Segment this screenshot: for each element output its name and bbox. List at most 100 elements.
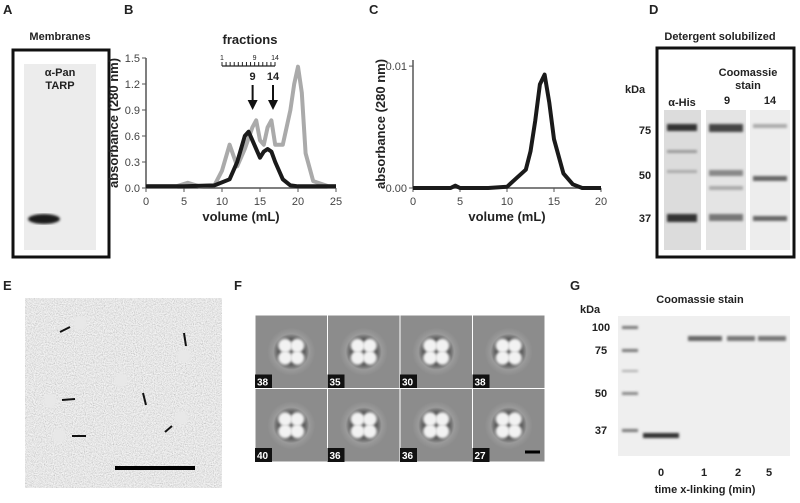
gel-bands [622,326,786,438]
particle-lobe [290,350,305,365]
particle-lobe [423,424,438,439]
particle-lobe [290,338,305,353]
fraction-label: 1 [220,55,224,62]
panel-frame [655,46,796,259]
particle-lobe [495,412,510,427]
particle-lobe [423,350,438,365]
y-tick-label: 0.0 [125,183,140,195]
class-count: 30 [402,378,414,389]
panel-frame [11,48,111,259]
particle-lobe [362,424,377,439]
marker-label: 75 [595,345,607,357]
x-tick-label: 10 [501,196,513,208]
particle-lobe [290,424,305,439]
count-bg [400,448,417,462]
particle-lobe [350,350,365,365]
x-tick-label: 20 [595,196,607,208]
class-count: 27 [475,451,487,462]
particle-lobe [423,338,438,353]
gel-bands [667,124,787,222]
y-axis-title: absorbance (280 nm) [106,58,121,188]
particle-lobe [435,412,450,427]
marker-label: 37 [639,213,651,225]
particle-lobe [350,424,365,439]
class-halo [267,401,316,450]
particle-lobe [495,338,510,353]
marker-label: 50 [595,388,607,400]
gel-lane [706,110,746,250]
panel-letter: B [124,2,133,17]
y-tick-label: 0.00 [386,183,407,195]
lane-label: stain [735,80,761,92]
x-tick-label: 0 [410,196,416,208]
lane-label: α-His [668,97,696,109]
line-series [146,64,336,189]
fraction-label: 9 [253,55,257,62]
y-tick-label: 1.2 [125,79,140,91]
panel-title: Coomassie stain [656,294,744,306]
annotation: fractions [223,32,278,47]
arrow-label: 14 [267,71,280,83]
particle-lobe [507,412,522,427]
lane-label: 14 [764,95,777,107]
x-axis-title: volume (mL) [468,209,545,224]
y-tick-label: 1.5 [125,53,140,65]
unit-label: kDa [580,304,601,316]
particle-lobe [507,338,522,353]
lane-label: 9 [724,95,730,107]
em-image [25,298,222,488]
arrow-head [268,100,278,110]
lane-label: 1 [701,467,707,479]
particle-lobe [278,424,293,439]
class-count: 36 [330,451,342,462]
line-series [413,72,601,190]
particle-lobe [435,338,450,353]
panel-letter: F [234,278,242,293]
particle-lobe [362,350,377,365]
x-tick-label: 10 [216,196,228,208]
particle-lobe [290,412,305,427]
lane-label: 0 [658,467,664,479]
y-tick-label: 0.6 [125,131,140,143]
unit-label: kDa [625,84,646,96]
class-halo [339,327,388,376]
antibody-label: α-Pan [45,67,76,79]
class-halo [412,401,461,450]
particle-lobe [350,338,365,353]
panel-letter: D [649,2,658,17]
class-count: 35 [330,378,342,389]
marker-label: 37 [595,425,607,437]
gel-lane [664,110,701,250]
class-halo [412,327,461,376]
marker-label: 75 [639,125,651,137]
y-tick-label: 0.9 [125,105,140,117]
x-tick-label: 15 [548,196,560,208]
class-count: 38 [257,378,269,389]
count-bg [255,448,272,462]
count-bg [327,374,345,389]
axis-title: time x-linking (min) [655,484,756,496]
particle-lobe [423,412,438,427]
x-tick-label: 5 [457,196,463,208]
class-halo [484,401,533,450]
y-tick-label: 0.3 [125,157,140,169]
fraction-label: 14 [271,55,279,62]
x-tick-label: 20 [292,196,304,208]
particle-lobe [362,412,377,427]
particle-lobe [278,338,293,353]
class-count: 38 [475,378,487,389]
arrow-label: 9 [250,71,256,83]
class-halo [339,401,388,450]
particle-lobe [435,350,450,365]
marker-label: 50 [639,170,651,182]
panel-title: Detergent solubilized [664,31,775,43]
x-tick-label: 5 [181,196,187,208]
panel-letter: G [570,278,580,293]
particle-lobe [350,412,365,427]
arrow-head [247,100,258,110]
panel-letter: C [369,2,379,17]
particle-lobe [435,424,450,439]
class-count: 36 [402,451,414,462]
lane-label: 5 [766,467,772,479]
